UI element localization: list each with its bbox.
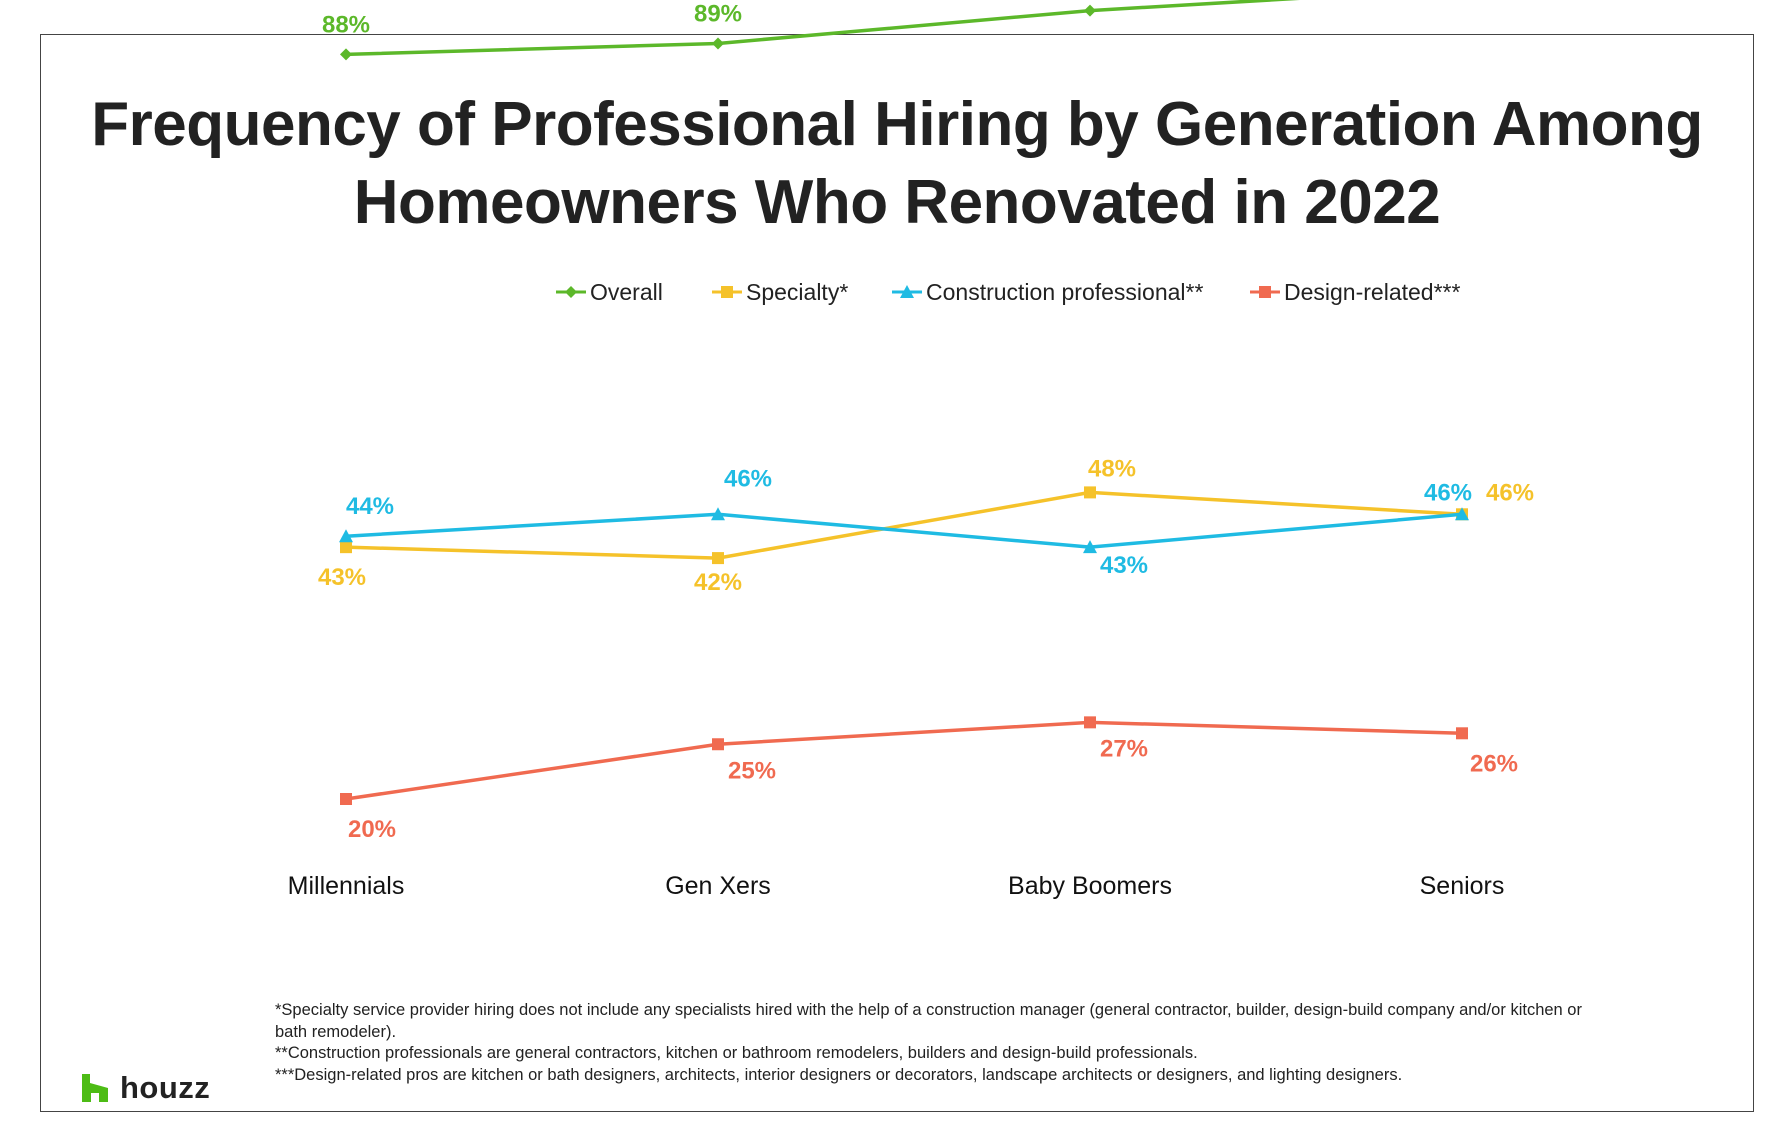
footnote-specialty: *Specialty service provider hiring does …	[275, 1001, 1582, 1041]
data-point	[339, 529, 353, 543]
legend-label: Construction professional**	[926, 279, 1203, 305]
footnotes: *Specialty service provider hiring does …	[275, 1000, 1615, 1086]
data-label: 25%	[728, 757, 776, 784]
series-specialty: 43% 42% 48% 46%	[318, 455, 1534, 596]
data-point	[340, 793, 352, 805]
data-label: 89%	[694, 0, 742, 27]
chart-title: Frequency of Professional Hiring by Gene…	[40, 86, 1754, 242]
data-label: 43%	[1100, 552, 1148, 579]
chart-title-line-1: Frequency of Professional Hiring by Gene…	[91, 90, 1703, 159]
data-label: 46%	[1424, 479, 1472, 506]
series-construction-professional: 44% 46% 43% 46%	[339, 465, 1472, 579]
data-point	[712, 552, 724, 565]
data-label: 88%	[322, 11, 370, 38]
x-axis-labels: Millennials Gen Xers Baby Boomers Seniors	[288, 872, 1505, 900]
data-label: 48%	[1088, 455, 1136, 482]
legend-label: Overall	[590, 279, 663, 305]
series-line	[345, 0, 1300, 57]
chart-title-line-2: Homeowners Who Renovated in 2022	[353, 168, 1441, 237]
x-tick-label-baby-boomers: Baby Boomers	[1008, 872, 1172, 900]
legend-square-marker	[1259, 286, 1271, 298]
data-point	[1084, 486, 1096, 499]
legend-label: Specialty*	[746, 279, 848, 305]
data-point	[711, 507, 725, 521]
footnote-design: ***Design-related pros are kitchen or ba…	[275, 1065, 1403, 1084]
data-point	[1455, 507, 1469, 521]
x-tick-label-gen-xers: Gen Xers	[665, 872, 771, 900]
data-point	[712, 738, 724, 751]
legend-label: Design-related***	[1284, 279, 1460, 305]
series-overall: 88%89%92%94%	[322, 0, 1300, 61]
legend-item-specialty: Specialty*	[712, 279, 848, 305]
data-label: 44%	[346, 493, 394, 520]
data-point	[1456, 727, 1468, 740]
data-point	[1084, 4, 1096, 17]
plot-area: 88%89%92%94%43%42%48%46%44%46%43%46%20%2…	[318, 0, 1534, 843]
legend-diamond-marker	[565, 286, 577, 298]
data-point	[340, 48, 352, 61]
data-label: 46%	[1486, 479, 1534, 506]
x-tick-label-seniors: Seniors	[1420, 872, 1505, 900]
data-label: 26%	[1470, 750, 1518, 777]
data-point	[712, 37, 724, 50]
data-point	[1084, 716, 1096, 729]
data-label: 27%	[1100, 735, 1148, 762]
data-label: 46%	[724, 465, 772, 492]
data-point	[340, 541, 352, 554]
chart-legend: Overall Specialty* Construction profession…	[556, 279, 1460, 305]
footnote-construction: **Construction professionals are general…	[275, 1044, 1198, 1062]
houzz-wordmark: houzz	[120, 1070, 211, 1105]
legend-square-marker	[721, 286, 733, 298]
series-line	[345, 490, 1463, 560]
data-label: 20%	[348, 816, 396, 843]
data-label: 43%	[318, 564, 366, 591]
legend-triangle-marker	[900, 285, 914, 298]
x-tick-label-millennials: Millennials	[288, 872, 405, 900]
houzz-logo-icon	[82, 1074, 108, 1102]
chart-frame	[40, 34, 1754, 1112]
legend-item-overall: Overall	[556, 279, 663, 305]
series-line	[345, 720, 1463, 801]
data-label: 42%	[694, 569, 742, 596]
houzz-logo: houzz	[82, 1070, 210, 1106]
series-line	[345, 512, 1463, 549]
legend-item-construction-professional: Construction professional**	[892, 279, 1203, 305]
legend-item-design-related: Design-related***	[1250, 279, 1460, 305]
series-design-related: 20% 25% 27% 26%	[340, 716, 1518, 843]
data-point	[1083, 540, 1097, 554]
